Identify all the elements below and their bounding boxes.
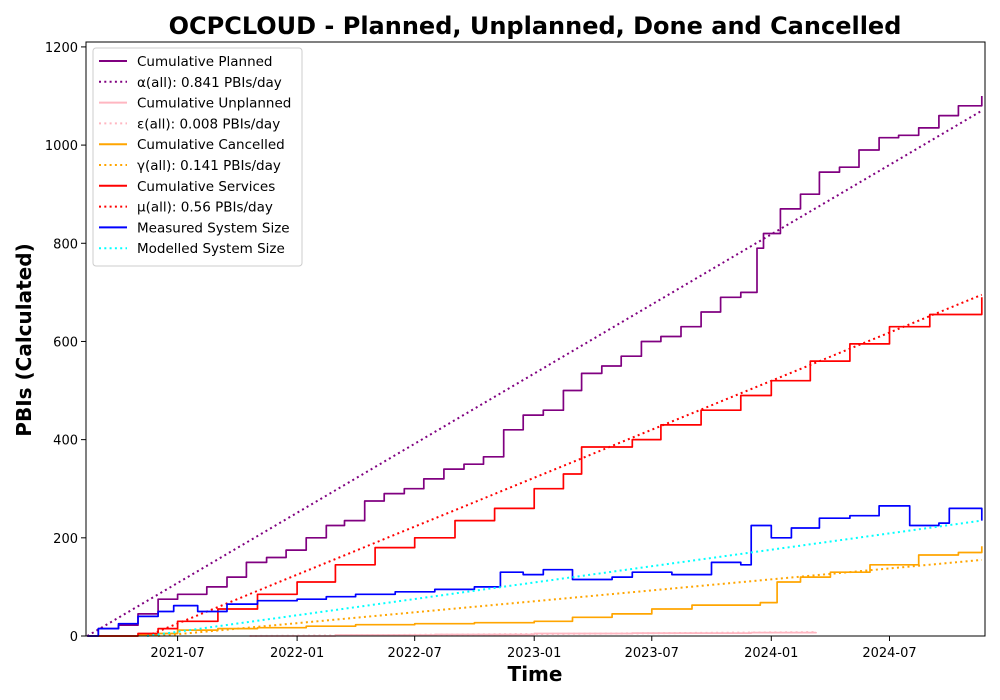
legend-label: Cumulative Unplanned — [137, 96, 291, 112]
x-tick-label: 2024-07 — [862, 646, 916, 661]
legend-box — [92, 47, 303, 267]
y-tick-label: 800 — [53, 237, 78, 252]
x-tick-label: 2023-01 — [507, 646, 561, 661]
legend-label: Measured System Size — [137, 220, 290, 236]
series-line-3 — [249, 631, 817, 637]
legend-label: ε(all): 0.008 PBIs/day — [137, 116, 280, 132]
y-tick-label: 400 — [53, 434, 78, 449]
series-line-1 — [86, 109, 983, 637]
x-tick-label: 2022-01 — [270, 646, 324, 661]
plot-area — [85, 41, 986, 637]
legend: Cumulative Planned α(all): 0.841 PBIs/day… — [92, 47, 303, 267]
legend-label: Cumulative Cancelled — [137, 137, 285, 153]
x-tick-label: 2024-01 — [744, 646, 798, 661]
series-line-7 — [146, 293, 983, 637]
plot-frame — [85, 41, 986, 637]
axes-ticks: 2021-07 2022-01 2022-07 2023-01 2023-07 2024-… — [45, 41, 917, 661]
legend-label: α(all): 0.841 PBIs/day — [137, 75, 282, 91]
x-tick-label: 2022-07 — [388, 646, 442, 661]
series-line-5 — [158, 558, 982, 637]
legend-label: Cumulative Planned — [137, 54, 273, 70]
legend-label: Modelled System Size — [137, 241, 285, 257]
x-axis-title: Time — [508, 662, 563, 686]
series-line-9 — [146, 519, 982, 637]
y-tick-label: 1000 — [45, 139, 78, 154]
x-tick-label: 2021-07 — [150, 646, 204, 661]
y-tick-label: 0 — [70, 630, 78, 645]
y-tick-label: 600 — [53, 335, 78, 350]
x-tick-label: 2023-07 — [625, 646, 679, 661]
series-line-6 — [87, 297, 983, 637]
y-tick-label: 1200 — [45, 41, 78, 56]
chart-title: OCPCLOUD - Planned, Unplanned, Done and … — [169, 12, 902, 40]
legend-label: μ(all): 0.56 PBIs/day — [137, 200, 273, 216]
y-axis-title: PBIs (Calculated) — [12, 243, 36, 436]
y-tick-label: 200 — [53, 532, 78, 547]
series-line-8 — [87, 505, 983, 637]
series-line-0 — [87, 96, 983, 637]
series-line-4 — [87, 546, 983, 637]
legend-label: Cumulative Services — [137, 179, 275, 195]
legend-label: γ(all): 0.141 PBIs/day — [137, 158, 281, 174]
